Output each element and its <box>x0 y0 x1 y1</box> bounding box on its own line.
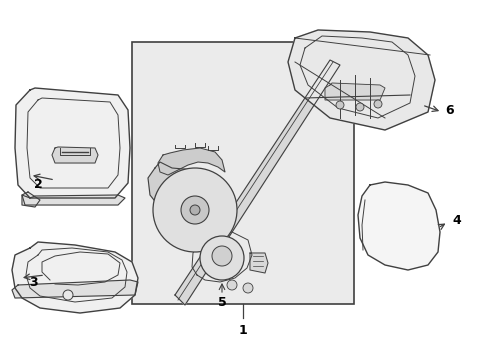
Circle shape <box>153 168 237 252</box>
Circle shape <box>335 101 343 109</box>
Polygon shape <box>22 192 40 207</box>
Text: 3: 3 <box>29 275 37 288</box>
Circle shape <box>190 205 200 215</box>
Circle shape <box>200 236 244 280</box>
Polygon shape <box>15 88 130 198</box>
Polygon shape <box>12 242 138 313</box>
Polygon shape <box>249 253 267 273</box>
Polygon shape <box>22 195 125 205</box>
Circle shape <box>226 280 237 290</box>
Polygon shape <box>12 280 138 298</box>
Polygon shape <box>325 83 384 100</box>
Polygon shape <box>287 30 434 130</box>
Circle shape <box>181 196 208 224</box>
Text: 5: 5 <box>217 296 226 309</box>
Text: 4: 4 <box>451 213 460 226</box>
Circle shape <box>63 290 73 300</box>
Polygon shape <box>158 148 224 175</box>
Polygon shape <box>52 147 98 163</box>
Circle shape <box>373 100 381 108</box>
Polygon shape <box>175 60 339 305</box>
Text: 1: 1 <box>238 324 247 337</box>
Circle shape <box>243 283 252 293</box>
Text: 2: 2 <box>34 177 42 190</box>
Polygon shape <box>357 182 439 270</box>
Circle shape <box>355 103 363 111</box>
Polygon shape <box>148 162 231 222</box>
Text: 6: 6 <box>444 104 453 117</box>
Bar <box>132 42 353 304</box>
Circle shape <box>212 246 231 266</box>
